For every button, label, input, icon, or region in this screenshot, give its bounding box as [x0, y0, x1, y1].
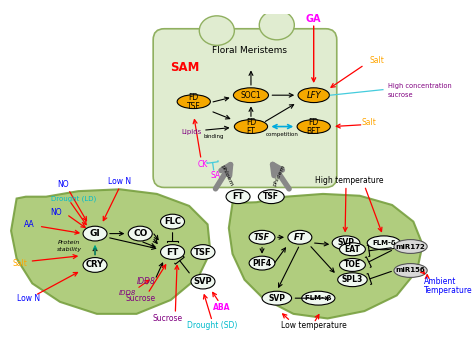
Text: NO: NO	[57, 180, 69, 189]
Text: SOC1: SOC1	[241, 91, 261, 100]
Ellipse shape	[394, 264, 427, 277]
Text: TSF: TSF	[187, 102, 201, 111]
Text: CO: CO	[133, 229, 147, 238]
Text: ABA: ABA	[213, 303, 230, 312]
Text: SPL3: SPL3	[342, 275, 363, 284]
Text: Temperature: Temperature	[424, 286, 473, 295]
Text: Floral Meristems: Floral Meristems	[211, 46, 287, 56]
Polygon shape	[229, 194, 423, 319]
Ellipse shape	[367, 236, 401, 250]
Text: phloem: phloem	[220, 164, 234, 187]
Text: FT: FT	[294, 233, 306, 242]
Text: FT: FT	[232, 192, 244, 201]
Text: Drought (SD): Drought (SD)	[187, 321, 237, 330]
Text: Salt: Salt	[362, 118, 376, 127]
Text: PIF4: PIF4	[253, 259, 272, 268]
Text: Sucrose: Sucrose	[125, 294, 155, 303]
Ellipse shape	[249, 230, 275, 244]
Text: Low N: Low N	[109, 177, 131, 186]
Text: FD: FD	[309, 118, 319, 127]
Ellipse shape	[249, 256, 275, 270]
Text: TOE: TOE	[344, 261, 361, 270]
Text: phloem: phloem	[272, 164, 286, 187]
Ellipse shape	[177, 95, 210, 109]
Ellipse shape	[234, 120, 267, 134]
Ellipse shape	[161, 214, 184, 229]
Text: FD: FD	[189, 93, 199, 102]
Text: SAM: SAM	[170, 61, 199, 74]
Text: SVP: SVP	[194, 277, 212, 286]
Polygon shape	[11, 189, 210, 314]
Ellipse shape	[226, 190, 250, 204]
Text: FD: FD	[246, 118, 256, 127]
Text: miR172: miR172	[396, 244, 426, 249]
Ellipse shape	[199, 16, 234, 45]
Text: AA: AA	[24, 220, 35, 229]
Ellipse shape	[258, 190, 284, 204]
Ellipse shape	[337, 273, 367, 287]
Text: FT: FT	[166, 247, 179, 256]
Ellipse shape	[233, 88, 268, 103]
Ellipse shape	[298, 88, 329, 103]
Text: FLM- β: FLM- β	[305, 295, 332, 301]
Text: sucrose: sucrose	[388, 92, 413, 98]
Text: Salt: Salt	[13, 259, 28, 268]
Text: High temperature: High temperature	[315, 176, 383, 185]
Text: Low N: Low N	[17, 294, 40, 303]
Text: miR156: miR156	[396, 268, 425, 273]
Ellipse shape	[339, 243, 365, 256]
Text: NO: NO	[51, 208, 63, 217]
Ellipse shape	[302, 291, 335, 305]
Text: Sucrose: Sucrose	[153, 314, 183, 323]
Text: BFT: BFT	[307, 127, 321, 136]
Text: TSF: TSF	[254, 233, 270, 242]
Ellipse shape	[83, 226, 107, 241]
Text: Salt: Salt	[369, 56, 384, 65]
Ellipse shape	[191, 274, 215, 289]
Text: CK: CK	[198, 160, 208, 169]
Ellipse shape	[332, 236, 360, 250]
Text: binding: binding	[204, 134, 224, 139]
Text: Ambient: Ambient	[424, 277, 457, 286]
Ellipse shape	[259, 10, 294, 40]
FancyBboxPatch shape	[153, 29, 337, 187]
Text: EAT: EAT	[345, 245, 360, 254]
Text: SVP: SVP	[337, 238, 355, 247]
Text: LFY: LFY	[306, 91, 321, 100]
Text: competition: competition	[266, 132, 299, 137]
Text: TSF: TSF	[194, 247, 212, 256]
Ellipse shape	[161, 245, 184, 260]
Ellipse shape	[339, 259, 365, 271]
Ellipse shape	[394, 239, 427, 253]
Text: Lipids: Lipids	[181, 129, 201, 135]
Text: IDD8: IDD8	[137, 277, 155, 286]
Text: FLC: FLC	[164, 217, 181, 226]
Text: SVP: SVP	[268, 294, 285, 303]
Text: FT: FT	[246, 127, 255, 136]
Text: FLM-δ: FLM-δ	[372, 240, 396, 246]
Ellipse shape	[297, 120, 330, 134]
Ellipse shape	[83, 257, 107, 272]
Ellipse shape	[191, 245, 215, 260]
Text: Protein: Protein	[58, 240, 81, 245]
Text: GI: GI	[90, 229, 100, 238]
Text: IDD8: IDD8	[118, 290, 136, 296]
Ellipse shape	[262, 291, 292, 305]
Text: CRY: CRY	[86, 261, 104, 270]
Text: High concentration: High concentration	[388, 83, 451, 89]
Text: TSF: TSF	[263, 192, 279, 201]
Ellipse shape	[128, 226, 152, 241]
Text: GA: GA	[306, 14, 321, 24]
Text: Low temperature: Low temperature	[281, 321, 346, 330]
Text: stability: stability	[56, 247, 82, 252]
Text: Drought (LD): Drought (LD)	[51, 195, 96, 202]
Text: SA: SA	[211, 171, 221, 180]
Ellipse shape	[288, 230, 312, 244]
